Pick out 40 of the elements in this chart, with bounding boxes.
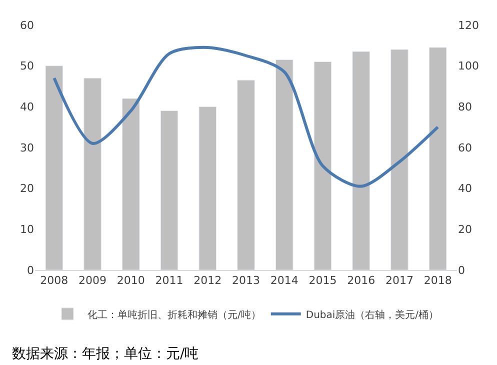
bar bbox=[275, 59, 294, 270]
x-tick-label: 2008 bbox=[40, 274, 68, 288]
x-tick-label: 2013 bbox=[232, 274, 260, 288]
y2-tick-label: 120 bbox=[458, 18, 479, 32]
x-tick-label: 2015 bbox=[308, 274, 337, 288]
bar bbox=[237, 80, 255, 270]
y-tick-label: 10 bbox=[20, 223, 34, 236]
y2-tick-label: 60 bbox=[458, 141, 472, 154]
legend-label: Dubai原油（右轴，美元/桶） bbox=[306, 308, 439, 321]
x-tick-label: 2012 bbox=[194, 274, 222, 288]
bar bbox=[84, 78, 102, 270]
x-tick-label: 2014 bbox=[270, 274, 298, 288]
y-tick-label: 0 bbox=[27, 264, 34, 277]
y2-tick-label: 0 bbox=[458, 264, 465, 277]
bar bbox=[160, 110, 178, 270]
x-tick-label: 2010 bbox=[116, 274, 145, 288]
source-note: 数据来源：年报；单位：元/吨 bbox=[12, 346, 199, 362]
y-tick-label: 50 bbox=[20, 60, 34, 73]
x-tick-label: 2017 bbox=[385, 274, 414, 288]
x-tick-label: 2009 bbox=[78, 274, 107, 288]
bar bbox=[198, 106, 217, 270]
bar bbox=[352, 51, 370, 270]
y2-tick-label: 40 bbox=[458, 182, 472, 196]
bar bbox=[314, 62, 332, 270]
x-tick-label: 2016 bbox=[347, 274, 376, 288]
y2-tick-label: 20 bbox=[458, 223, 472, 236]
y-tick-label: 40 bbox=[20, 100, 34, 114]
legend-label: 化工：单吨折旧、折耗和摊销（元/吨） bbox=[88, 308, 261, 321]
line-series bbox=[52, 46, 440, 188]
y2-tick-label: 80 bbox=[458, 100, 472, 114]
y-tick-label: 60 bbox=[20, 18, 34, 32]
y2-tick-label: 100 bbox=[458, 60, 479, 73]
x-tick-label: 2018 bbox=[424, 274, 452, 288]
y-tick-label: 20 bbox=[20, 182, 34, 196]
bar bbox=[428, 47, 447, 270]
bar bbox=[122, 98, 140, 270]
y-tick-label: 30 bbox=[20, 141, 34, 154]
x-tick-label: 2011 bbox=[155, 274, 184, 288]
bar bbox=[390, 49, 408, 270]
bar bbox=[45, 66, 64, 270]
